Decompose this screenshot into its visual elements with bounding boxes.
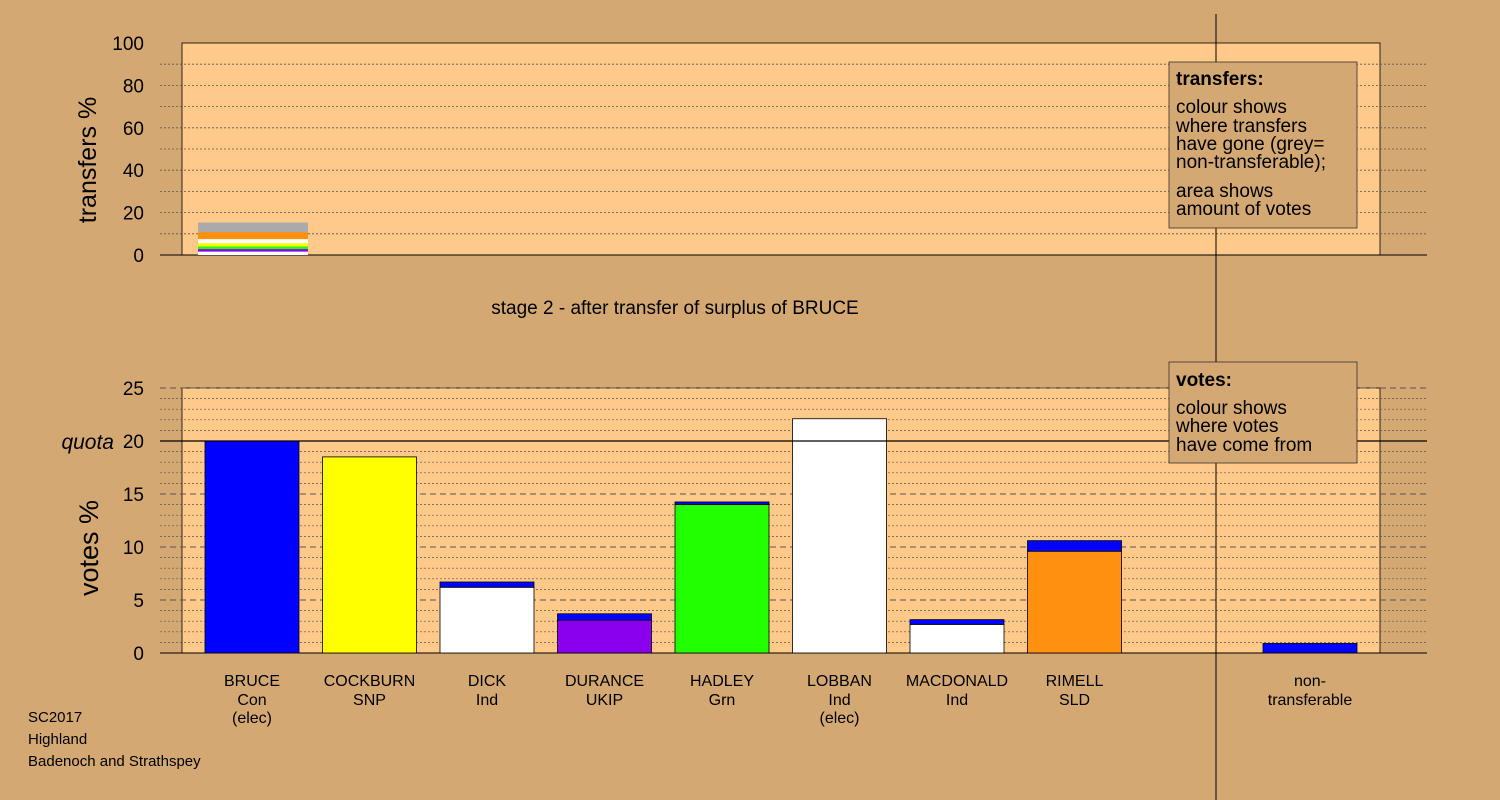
transfers-legend-line: area shows [1176, 181, 1273, 202]
stage-title: stage 2 - after transfer of surplus of B… [491, 298, 859, 319]
votes-legend-line: have come from [1176, 435, 1312, 456]
svg-text:colour shows where trans: colour shows where transfers have gone (… [1175, 97, 1331, 220]
footer-ward: Badenoch and Strathspey [28, 753, 201, 770]
candidate-note: (elec) [819, 710, 859, 727]
vote-transfer-segment [557, 613, 652, 621]
transfer-segment [198, 232, 308, 240]
votes-legend-line: where votes [1175, 416, 1278, 437]
vote-bar [204, 440, 300, 654]
transfer-segment [198, 239, 308, 242]
votes-legend: votes: colour shows where votes have com… [1168, 361, 1358, 464]
transfers-y-tick: 20 [123, 204, 144, 225]
transfers-legend-line: colour shows [1176, 97, 1287, 118]
votes-y-tick: 20 [123, 432, 144, 453]
vote-bar [792, 418, 887, 654]
candidate-name: LOBBAN [807, 673, 872, 690]
footer-council: Highland [28, 731, 88, 748]
candidate-party: Ind [946, 692, 968, 709]
vote-bar [322, 456, 417, 654]
candidate-party: Ind [476, 692, 498, 709]
transfers-y-tick: 100 [112, 34, 144, 55]
votes-y-tick: 5 [133, 591, 144, 612]
nontransferable-bar [1262, 643, 1358, 654]
vote-bar [674, 504, 770, 654]
transfer-segment [198, 243, 308, 247]
candidate-party: Ind [828, 692, 850, 709]
vote-transfer-segment [674, 501, 770, 506]
votes-y-tick: 15 [123, 485, 144, 506]
transfer-segment [198, 251, 308, 255]
candidate-name: MACDONALD [906, 673, 1008, 690]
votes-legend-title: votes: [1176, 370, 1232, 391]
transfers-y-tick: 0 [133, 246, 144, 267]
votes-y-tick: 25 [123, 379, 144, 400]
candidate-party: Grn [709, 692, 736, 709]
vote-transfer-segment [1027, 540, 1122, 552]
vote-bar [557, 619, 652, 654]
votes-y-tick: 0 [133, 644, 144, 665]
vote-transfer-segment [439, 581, 535, 588]
candidate-name: DICK [468, 673, 507, 690]
transfers-y-tick: 40 [123, 161, 144, 182]
transfer-segment [198, 249, 308, 252]
candidate-name: DURANCE [565, 673, 644, 690]
transfers-legend: transfers: colour shows where transfers … [1168, 61, 1358, 229]
candidate-name: BRUCE [224, 673, 280, 690]
transfers-legend-line: amount of votes [1176, 199, 1311, 220]
vote-bar [909, 623, 1005, 654]
vote-bar [439, 586, 535, 654]
svg-text:colour shows where votes: colour shows where votes have come from [1175, 398, 1312, 456]
transfer-segment [198, 241, 308, 244]
transfer-segment [198, 246, 308, 250]
candidate-name: HADLEY [690, 673, 754, 690]
candidate-note: (elec) [232, 710, 272, 727]
votes-legend-line: colour shows [1176, 398, 1287, 419]
transfers-legend-title: transfers: [1176, 69, 1264, 90]
nontransferable-label: transferable [1268, 692, 1353, 709]
transfers-legend-line: non-transferable); [1176, 152, 1326, 173]
votes-y-tick: 10 [123, 538, 144, 559]
transfers-legend-line: where transfers [1175, 116, 1307, 137]
quota-label: quota [61, 431, 114, 454]
transfers-y-tick: 60 [123, 119, 144, 140]
nontransferable-label: non- [1294, 673, 1326, 690]
transfers-legend-line: have gone (grey= [1176, 134, 1324, 155]
candidate-name: RIMELL [1046, 673, 1104, 690]
candidate-party: Con [237, 692, 266, 709]
candidate-party: UKIP [586, 692, 623, 709]
candidate-name: COCKBURN [324, 673, 416, 690]
candidate-party: SNP [353, 692, 386, 709]
vote-transfer-segment [909, 619, 1005, 625]
candidate-party: SLD [1059, 692, 1090, 709]
transfer-segment [198, 222, 308, 233]
transfers-axis-title: transfers % [74, 97, 102, 223]
votes-axis-title: votes % [74, 500, 104, 596]
transfers-y-tick: 80 [123, 76, 144, 97]
vote-bar [1027, 550, 1122, 654]
footer-election: SC2017 [28, 709, 83, 726]
